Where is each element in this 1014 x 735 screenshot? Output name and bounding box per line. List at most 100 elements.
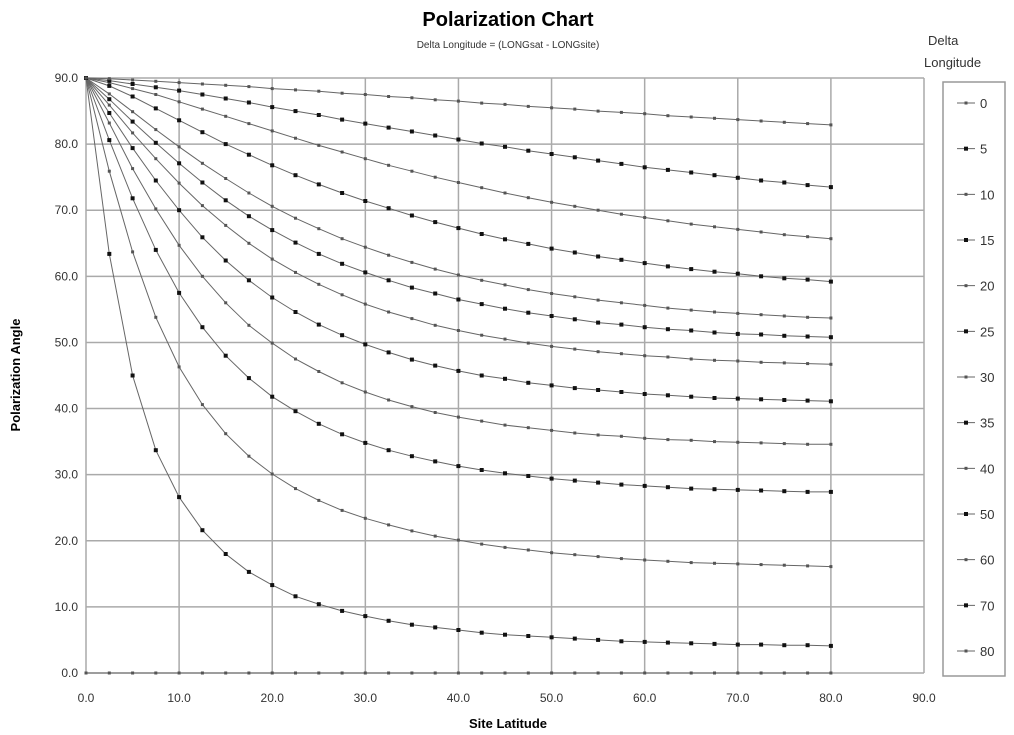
- data-point: [666, 306, 670, 310]
- data-point: [550, 551, 554, 555]
- data-point: [340, 608, 345, 613]
- data-point: [363, 440, 368, 445]
- data-point: [829, 671, 833, 675]
- data-point: [666, 671, 670, 675]
- data-point: [503, 671, 507, 675]
- legend-item: 25: [957, 324, 994, 339]
- data-point: [200, 274, 204, 278]
- data-point: [829, 316, 833, 320]
- data-point: [433, 625, 438, 630]
- data-point: [247, 241, 251, 245]
- x-axis-ticks: 0.0 10.0 20.0 30.0 40.0 50.0 60.0 70.0 80.0 90.0: [78, 691, 936, 705]
- data-point: [246, 100, 251, 105]
- data-point: [735, 175, 740, 180]
- data-point: [270, 341, 274, 345]
- data-point: [293, 310, 298, 314]
- data-point: [550, 292, 554, 295]
- data-point: [782, 233, 786, 237]
- data-point: [223, 198, 228, 203]
- data-point: [316, 602, 321, 607]
- data-point: [549, 246, 554, 251]
- data-point: [153, 448, 158, 453]
- data-point: [294, 487, 297, 491]
- legend-item: 50: [957, 507, 994, 522]
- data-point: [479, 630, 484, 635]
- data-point: [573, 107, 577, 111]
- data-point: [503, 423, 507, 427]
- legend-item: 20: [957, 279, 994, 294]
- data-point: [84, 671, 88, 675]
- legend-box: [942, 81, 1006, 677]
- data-point: [759, 230, 763, 234]
- data-point: [549, 635, 554, 640]
- data-point: [317, 370, 321, 373]
- data-point: [363, 93, 367, 96]
- legend-marker: [964, 375, 968, 379]
- data-point: [550, 671, 554, 675]
- data-point: [200, 130, 205, 135]
- data-point: [642, 261, 647, 266]
- data-point: [223, 552, 228, 556]
- data-point: [410, 169, 414, 173]
- legend-item: 70: [957, 598, 994, 613]
- data-point: [619, 352, 623, 356]
- data-point: [829, 362, 833, 366]
- data-point: [479, 141, 484, 146]
- data-point: [619, 434, 623, 438]
- data-point: [177, 365, 181, 369]
- data-point: [712, 269, 717, 274]
- legend-marker: [964, 603, 968, 608]
- data-point: [805, 489, 810, 494]
- data-point: [386, 278, 391, 283]
- data-point: [294, 136, 297, 140]
- data-point: [526, 341, 530, 345]
- y-tick-label: 0.0: [61, 666, 78, 680]
- data-point: [317, 282, 321, 286]
- data-point: [735, 331, 740, 336]
- data-point: [387, 253, 391, 257]
- data-point: [806, 671, 810, 675]
- series-20: [84, 76, 833, 446]
- data-point: [316, 322, 321, 327]
- data-point: [735, 396, 740, 401]
- data-point: [782, 120, 786, 124]
- y-axis-label: Polarization Angle: [8, 319, 23, 432]
- data-point: [363, 614, 368, 619]
- data-point: [689, 486, 694, 491]
- data-point: [130, 82, 135, 86]
- data-point: [340, 671, 344, 675]
- data-point: [154, 128, 158, 132]
- data-point: [550, 200, 554, 204]
- data-point: [363, 302, 367, 306]
- series-80: [84, 76, 833, 127]
- legend-item: 10: [957, 187, 994, 202]
- data-point: [736, 671, 740, 675]
- data-point: [456, 181, 460, 184]
- data-point: [131, 250, 135, 254]
- data-point: [829, 565, 833, 569]
- data-point: [806, 235, 810, 239]
- legend-marker: [964, 420, 968, 425]
- data-point: [270, 204, 274, 208]
- data-point: [665, 640, 670, 645]
- data-point: [456, 671, 460, 675]
- legend-title-line2: Longitude: [924, 55, 981, 70]
- data-point: [131, 110, 135, 114]
- data-point: [200, 92, 205, 97]
- legend-label: 25: [980, 324, 994, 339]
- data-point: [456, 329, 460, 332]
- data-point: [782, 671, 786, 675]
- data-point: [293, 173, 298, 178]
- data-point: [619, 557, 623, 561]
- data-point: [689, 561, 693, 565]
- data-point: [828, 335, 833, 340]
- data-point: [131, 131, 135, 135]
- data-point: [665, 167, 670, 172]
- legend-marker: [964, 466, 968, 470]
- data-point: [107, 97, 112, 102]
- legend-marker: [964, 558, 968, 562]
- data-point: [200, 161, 204, 165]
- series-5: [84, 76, 833, 648]
- data-point: [246, 152, 251, 157]
- legend-label: 50: [980, 507, 994, 522]
